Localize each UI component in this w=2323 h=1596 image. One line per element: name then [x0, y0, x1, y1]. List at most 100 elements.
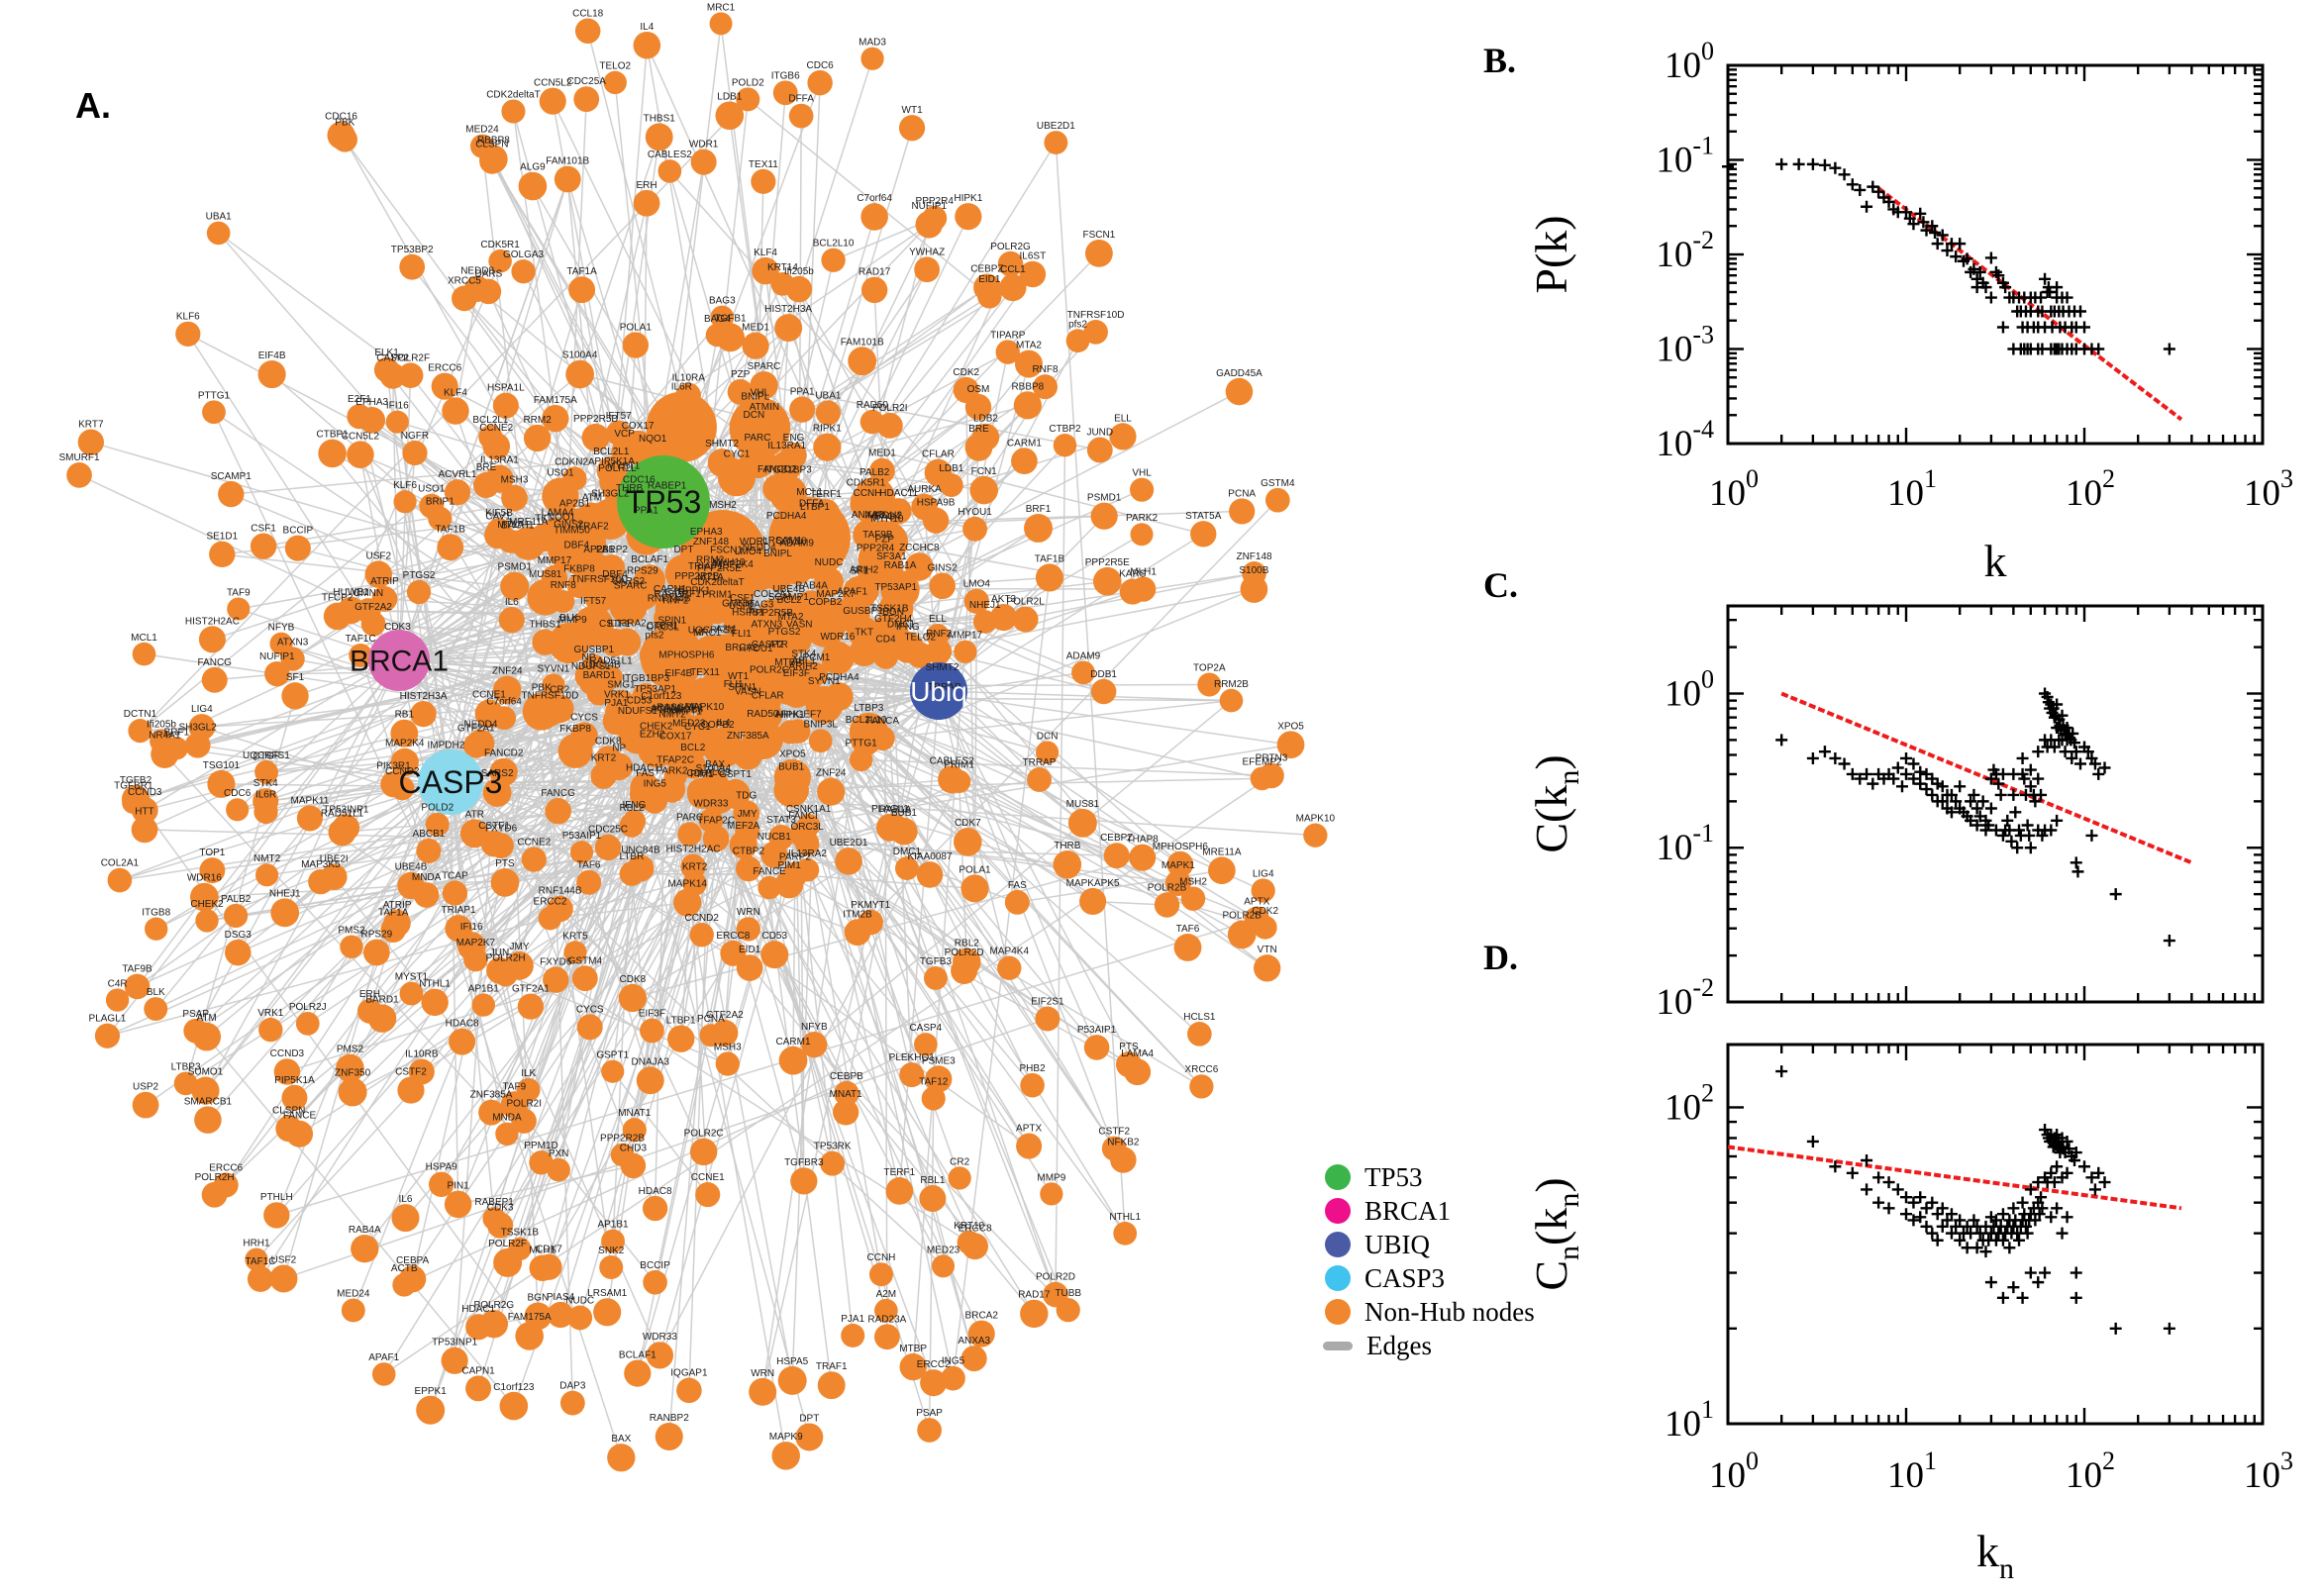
edge-swatch-icon [1323, 1341, 1353, 1350]
data-point [1838, 757, 1851, 770]
data-point [2098, 1176, 2111, 1189]
fit-line [1727, 1145, 2182, 1211]
hub-edge [398, 659, 594, 667]
data-point [2024, 842, 2037, 854]
data-point [1907, 1196, 1920, 1209]
data-point [2007, 788, 2020, 801]
data-point [2051, 1202, 2064, 1215]
data-point [2163, 343, 2175, 355]
node-swatch-icon [1325, 1164, 1351, 1190]
data-point [1996, 1291, 2009, 1304]
data-point [2092, 767, 2105, 780]
data-point [1920, 783, 1933, 796]
legend-row-tp53: TP53 [1325, 1160, 1535, 1194]
edge [1055, 142, 1126, 1234]
chart-C: 100 10-1 10-2 C(kn​) [1526, 604, 2265, 1023]
edge [184, 695, 296, 1084]
x-axis-label: k [1984, 536, 2007, 586]
node-swatch-icon [1325, 1232, 1351, 1257]
y-tick-label: 100 [1665, 664, 1714, 714]
network-legend: TP53 BRCA1 UBIQ CASP3 Non-Hub nodes Edges [1323, 1160, 1535, 1362]
edge [144, 652, 668, 734]
edge [756, 666, 1291, 746]
data-point [1806, 157, 1819, 170]
data-point [2024, 1266, 2037, 1279]
data-points [1722, 157, 2175, 355]
data-point [2035, 1191, 2048, 1204]
data-point [2039, 1266, 2052, 1279]
edge [499, 386, 1047, 1227]
y-tick-label: 102 [1665, 1078, 1714, 1128]
y-axis-label: C(kn​) [1526, 754, 1585, 852]
hub-edge [359, 454, 400, 661]
y-tick-label: 100 [1665, 37, 1714, 86]
data-point [2051, 1160, 2064, 1173]
data-point [1920, 1202, 1933, 1215]
data-point [2001, 814, 2014, 827]
data-point [1818, 746, 1831, 758]
axis-ticks [1726, 63, 2265, 446]
x-tick-label: 101 [1887, 464, 1937, 514]
edge [283, 1018, 1049, 1280]
data-point [1882, 1202, 1895, 1215]
node-swatch-icon [1325, 1299, 1351, 1325]
edge [218, 232, 412, 376]
edge [206, 1036, 515, 1407]
data-point [1838, 168, 1851, 181]
edge [686, 902, 1030, 1147]
y-axis-label: Cn​(kn​) [1526, 1177, 1585, 1290]
data-point [1846, 178, 1859, 191]
data-point [2021, 1227, 2034, 1240]
x-axis-label: kn​ [1976, 1526, 2014, 1585]
data-point [1891, 761, 1904, 774]
data-point [2035, 291, 2048, 304]
edge [204, 541, 512, 1091]
edge [651, 750, 694, 867]
data-point [1895, 780, 1908, 793]
data-point [2016, 1291, 2029, 1304]
edge [144, 829, 1117, 856]
node-swatch-icon [1325, 1198, 1351, 1224]
data-point [1984, 802, 1997, 815]
data-point [1954, 238, 1967, 250]
data-points [1775, 687, 2175, 948]
data-point [2032, 772, 2045, 785]
data-point [2085, 829, 2098, 842]
x-tick-label: 102 [2066, 1446, 2115, 1496]
edge [658, 696, 841, 1356]
hub-edge [463, 297, 664, 503]
y-tick-label: 10-3 [1656, 321, 1714, 370]
data-point [2003, 1242, 2016, 1254]
hub-edge [195, 659, 400, 1032]
data-point [2051, 814, 2064, 827]
data-point [1900, 1191, 1912, 1204]
data-point [1861, 1183, 1873, 1196]
edge [761, 542, 889, 1392]
legend-label: BRCA1 [1364, 1195, 1452, 1226]
data-point [1926, 1196, 1939, 1209]
data-point [1994, 788, 2007, 801]
data-point [2013, 1234, 2026, 1247]
plot-frame [1726, 63, 2265, 446]
data-point [2078, 1160, 2090, 1173]
edge [733, 703, 976, 1247]
edge [550, 901, 688, 920]
edge [612, 1070, 709, 1196]
data-point [1954, 780, 1967, 793]
node-swatch-icon [1325, 1265, 1351, 1291]
data-point [1914, 765, 1927, 778]
data-point [1920, 1220, 1933, 1233]
legend-row-ubiq: UBIQ [1325, 1228, 1535, 1261]
data-point [2061, 1211, 2073, 1224]
data-point [1872, 1171, 1885, 1184]
data-point [1829, 161, 1842, 174]
edge [654, 706, 787, 1456]
data-point [2005, 835, 2018, 848]
x-tick-label: 100 [1709, 464, 1759, 514]
legend-row-edges: Edges [1323, 1329, 1535, 1362]
data-point [2163, 935, 2175, 948]
data-point [1984, 291, 1997, 304]
data-point [2163, 1322, 2175, 1335]
